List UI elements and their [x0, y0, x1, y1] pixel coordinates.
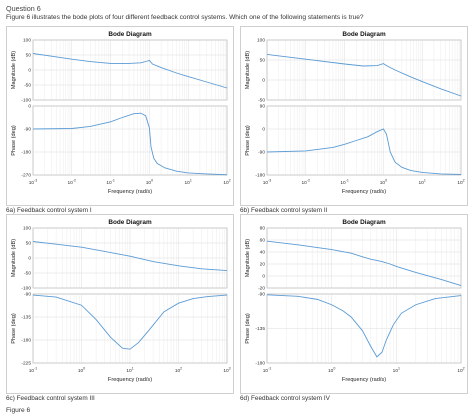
x-tick-label: 10-1 — [340, 179, 349, 186]
bode-plot-d: Bode Diagram 80 60 40 20 0 -20 Magnitude (dB) -9… — [245, 219, 465, 383]
x-tick-label: 101 — [419, 179, 426, 186]
y-tick-label: -90 — [258, 150, 265, 156]
caption-d: 6d) Feedback control system IV — [240, 395, 330, 402]
x-tick-label: 100 — [78, 367, 85, 374]
plot-title: Bode Diagram — [108, 219, 152, 226]
x-tick-label: 10-1 — [263, 367, 272, 374]
y-tick-label: -270 — [21, 173, 31, 179]
y-tick-label: 100 — [23, 226, 31, 232]
phase-axis-label: Phase (deg) — [245, 125, 251, 156]
caption-a: 6a) Feedback control system I — [6, 207, 92, 214]
phase-axis-label: Phase (deg) — [11, 313, 17, 344]
phase-curve — [32, 112, 228, 176]
x-axis-label: Frequency (rad/s) — [108, 377, 152, 383]
x-tick-label: 102 — [457, 367, 464, 374]
y-tick-label: -135 — [21, 315, 31, 321]
y-tick-label: 50 — [260, 58, 266, 64]
y-tick-label: 0 — [28, 104, 31, 110]
x-axis-label: Frequency (rad/s) — [342, 189, 386, 195]
y-tick-label: -50 — [24, 83, 31, 89]
x-tick-label: 102 — [175, 367, 182, 374]
y-tick-label: -90 — [24, 292, 31, 298]
magnitude-axes — [266, 227, 462, 289]
x-tick-label: 101 — [126, 367, 133, 374]
x-tick-label: 102 — [457, 179, 464, 186]
x-axis-label: Frequency (rad/s) — [108, 189, 152, 195]
caption-c: 6c) Feedback control system III — [6, 395, 95, 402]
plot-title: Bode Diagram — [108, 31, 152, 38]
question-heading: Question 6 — [6, 4, 41, 13]
magnitude-curve — [32, 53, 228, 89]
y-tick-label: -20 — [258, 286, 265, 292]
x-tick-label: 10-1 — [29, 367, 38, 374]
bode-panel-d: Bode Diagram 80 60 40 20 0 -20 Magnitude (dB) -9… — [240, 214, 468, 394]
x-tick-label: 10-2 — [302, 179, 311, 186]
y-tick-label: -100 — [21, 98, 31, 104]
x-tick-label: 100 — [146, 179, 153, 186]
magnitude-axis-label: Magnitude (dB) — [245, 51, 251, 89]
y-tick-label: -50 — [24, 271, 31, 277]
phase-axis-label: Phase (deg) — [245, 313, 251, 344]
y-tick-label: 0 — [28, 68, 31, 74]
x-tick-label: 101 — [185, 179, 192, 186]
y-tick-label: 90 — [260, 104, 266, 110]
y-tick-label: 40 — [260, 250, 266, 256]
y-tick-label: 60 — [260, 238, 266, 244]
magnitude-axes — [266, 39, 462, 101]
y-tick-label: 0 — [28, 256, 31, 262]
x-tick-label: 10-3 — [263, 179, 272, 186]
x-tick-label: 10-3 — [29, 179, 38, 186]
y-tick-label: 0 — [262, 274, 265, 280]
y-tick-label: 0 — [262, 78, 265, 84]
y-tick-label: -90 — [258, 292, 265, 298]
magnitude-axis-label: Magnitude (dB) — [11, 51, 17, 89]
magnitude-axis-label: Magnitude (dB) — [11, 239, 17, 277]
y-tick-label: -225 — [21, 361, 31, 367]
magnitude-axis-label: Magnitude (dB) — [245, 239, 251, 277]
bode-plot-a: Bode Diagram 100 50 0 -50 -100 Magnitude (dB) 0… — [11, 31, 231, 195]
y-tick-label: -180 — [255, 361, 265, 367]
y-tick-label: -50 — [258, 98, 265, 104]
bode-panel-b: Bode Diagram 100 50 0 -50 Magnitude (dB) 90 0 -9… — [240, 26, 468, 206]
phase-curve — [32, 294, 228, 350]
bode-plot-b: Bode Diagram 100 50 0 -50 Magnitude (dB) 90 0 -9… — [245, 31, 465, 195]
phase-axes — [32, 105, 228, 176]
plot-title: Bode Diagram — [342, 219, 386, 226]
phase-curve — [266, 128, 462, 175]
magnitude-curve — [266, 240, 462, 287]
y-tick-label: -180 — [255, 173, 265, 179]
y-tick-label: 100 — [23, 38, 31, 44]
bode-panel-c: Bode Diagram 100 50 0 -50 -100 Magnitude (dB) -… — [6, 214, 234, 394]
y-tick-label: -180 — [21, 338, 31, 344]
x-tick-label: 103 — [223, 367, 230, 374]
caption-b: 6b) Feedback control system II — [240, 207, 328, 214]
x-axis-label: Frequency (rad/s) — [342, 377, 386, 383]
y-tick-label: -90 — [24, 127, 31, 133]
y-tick-label: 80 — [260, 226, 266, 232]
x-tick-label: 100 — [328, 367, 335, 374]
y-tick-label: 0 — [262, 127, 265, 133]
x-tick-label: 102 — [223, 179, 230, 186]
phase-axes — [266, 105, 462, 176]
phase-curve — [266, 294, 462, 358]
x-tick-label: 100 — [380, 179, 387, 186]
x-tick-label: 10-2 — [68, 179, 77, 186]
magnitude-curve — [32, 241, 228, 272]
y-tick-label: 20 — [260, 262, 266, 268]
y-tick-label: -100 — [21, 286, 31, 292]
phase-axis-label: Phase (deg) — [11, 125, 17, 156]
bode-panel-a: Bode Diagram 100 50 0 -50 -100 Magnitude (dB) 0… — [6, 26, 234, 206]
bode-plot-c: Bode Diagram 100 50 0 -50 -100 Magnitude (dB) -… — [11, 219, 231, 383]
y-tick-label: 100 — [257, 38, 265, 44]
x-tick-label: 101 — [393, 367, 400, 374]
y-tick-label: -180 — [21, 150, 31, 156]
figure-label: Figure 6 — [6, 407, 31, 414]
x-tick-label: 10-1 — [106, 179, 115, 186]
y-tick-label: 50 — [26, 53, 32, 59]
y-tick-label: 50 — [26, 241, 32, 247]
magnitude-curve — [266, 53, 462, 97]
y-tick-label: -135 — [255, 326, 265, 332]
question-text: Figure 6 illustrates the bode plots of f… — [6, 14, 364, 21]
plot-title: Bode Diagram — [342, 31, 386, 38]
